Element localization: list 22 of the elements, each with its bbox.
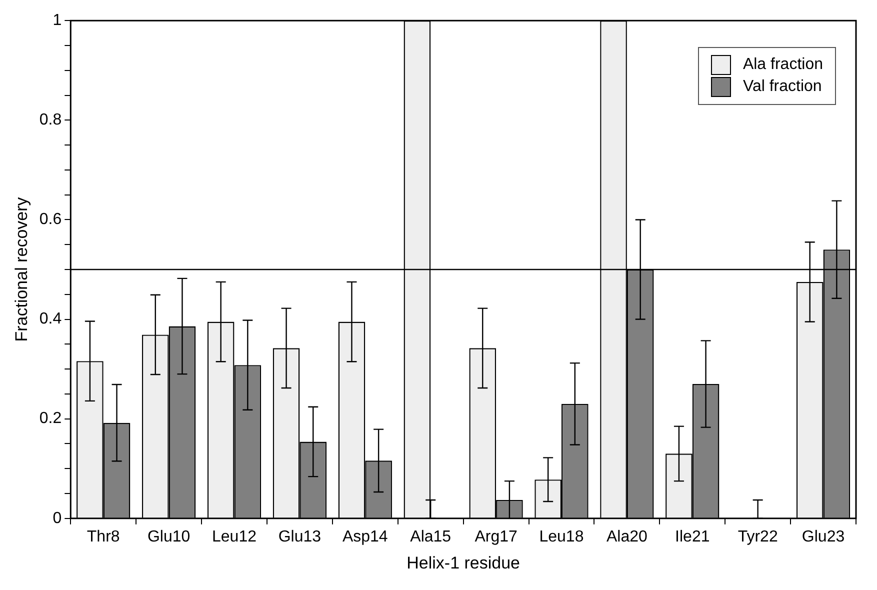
x-tick-label: Ala15 <box>410 528 452 546</box>
y-tick-label: 0.2 <box>39 410 62 428</box>
y-tick-label: 0 <box>52 510 62 527</box>
legend-label: Val fraction <box>742 76 822 97</box>
x-tick-label: Tyr22 <box>738 528 778 546</box>
y-tick-label: 0.8 <box>39 112 62 129</box>
x-tick-label: Leu18 <box>539 528 584 546</box>
x-tick-label: Glu23 <box>802 528 845 546</box>
x-tick-label: Ile21 <box>675 528 710 546</box>
y-tick-label: 0.4 <box>39 310 62 328</box>
x-axis-title: Helix-1 residue <box>406 553 520 572</box>
x-tick-label: Glu13 <box>278 528 322 546</box>
x-tick-label: Ala20 <box>606 528 648 546</box>
x-tick-label: Asp14 <box>342 528 388 546</box>
y-tick-label: 1 <box>52 12 62 30</box>
x-tick-label: Glu10 <box>147 528 190 546</box>
x-tick-label: Arg17 <box>474 528 518 546</box>
x-tick-label: Thr8 <box>86 528 120 546</box>
legend-label: Ala fraction <box>742 54 823 75</box>
y-tick-label: 0.6 <box>39 211 62 228</box>
x-tick-label: Leu12 <box>212 528 257 546</box>
y-axis-title: Fractional recovery <box>12 196 31 342</box>
